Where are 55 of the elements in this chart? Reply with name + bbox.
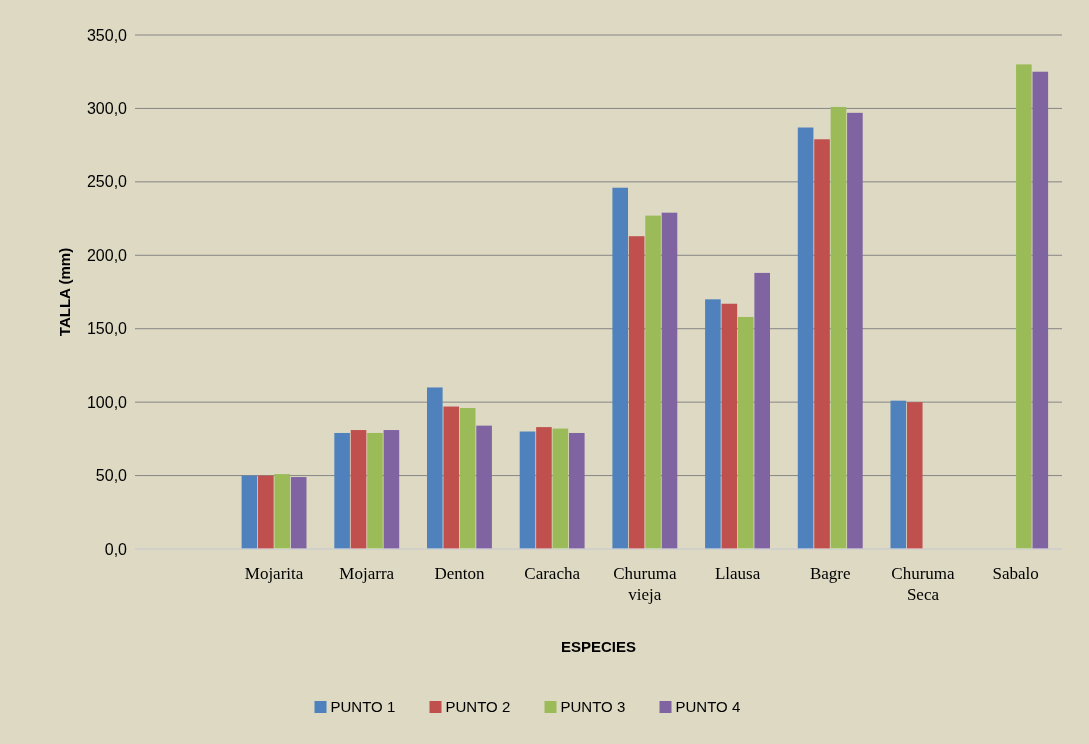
bar bbox=[705, 299, 721, 549]
bar bbox=[552, 428, 569, 549]
bar bbox=[830, 106, 847, 549]
bar bbox=[645, 215, 661, 549]
legend-label: PUNTO 1 bbox=[330, 698, 396, 715]
y-tick-label: 250,0 bbox=[86, 173, 128, 191]
bar bbox=[334, 432, 350, 549]
bar bbox=[797, 127, 814, 549]
bar bbox=[612, 187, 629, 549]
bar bbox=[241, 475, 258, 549]
x-tick-label: Churuma Seca bbox=[891, 564, 956, 604]
x-tick-label: Sabalo bbox=[992, 564, 1039, 583]
bar bbox=[628, 236, 645, 549]
y-tick-label: 300,0 bbox=[86, 100, 128, 118]
bar bbox=[476, 425, 492, 549]
x-tick-label: Churuma vieja bbox=[613, 564, 677, 604]
bar bbox=[367, 432, 383, 549]
bar bbox=[847, 112, 863, 549]
x-tick-label: Llausa bbox=[714, 564, 761, 583]
y-axis-title: TALLA (mm) bbox=[56, 247, 73, 337]
legend-label: PUNTO 4 bbox=[675, 698, 741, 715]
bar bbox=[754, 272, 770, 549]
bar bbox=[443, 406, 460, 549]
bar bbox=[536, 427, 552, 549]
bar bbox=[274, 474, 291, 549]
y-tick-label: 200,0 bbox=[86, 246, 128, 264]
y-tick-label: 100,0 bbox=[86, 393, 128, 411]
bar bbox=[1032, 71, 1049, 549]
y-tick-label: 150,0 bbox=[86, 320, 128, 338]
x-tick-label: Bagre bbox=[809, 564, 851, 583]
bar bbox=[383, 430, 400, 549]
bar bbox=[290, 477, 307, 549]
bar bbox=[661, 212, 678, 549]
bar bbox=[350, 430, 367, 549]
y-tick-label: 350,0 bbox=[86, 26, 128, 44]
y-tick-label: 50,0 bbox=[95, 467, 128, 485]
bar bbox=[721, 303, 738, 549]
bar bbox=[258, 475, 274, 549]
bar bbox=[737, 316, 754, 549]
legend-label: PUNTO 2 bbox=[445, 698, 511, 715]
x-tick-label: Mojarita bbox=[244, 564, 304, 583]
bar bbox=[890, 400, 907, 549]
legend-label: PUNTO 3 bbox=[560, 698, 626, 715]
x-tick-label: Mojarra bbox=[339, 564, 395, 583]
bar bbox=[1016, 64, 1032, 549]
bar bbox=[814, 139, 830, 549]
x-tick-label: Caracha bbox=[524, 564, 581, 583]
bar bbox=[519, 431, 536, 549]
bar bbox=[906, 402, 923, 549]
bar bbox=[427, 387, 443, 549]
x-axis-title: ESPECIES bbox=[560, 638, 637, 655]
y-tick-label: 0,0 bbox=[104, 540, 128, 558]
x-tick-label: Denton bbox=[434, 564, 485, 583]
bar bbox=[459, 408, 476, 549]
bar bbox=[568, 432, 585, 549]
